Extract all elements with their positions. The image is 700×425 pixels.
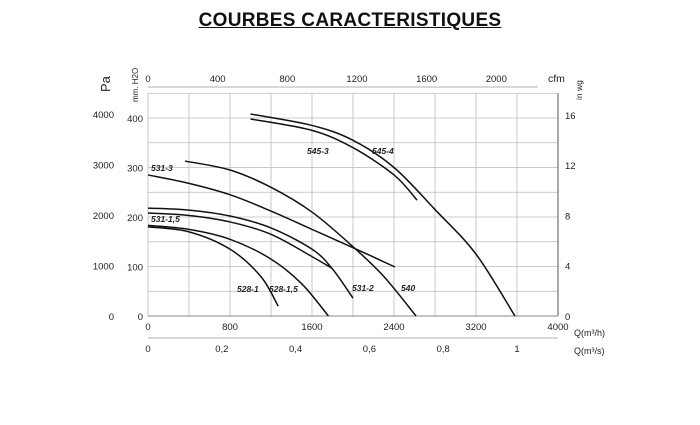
right-tick-label: 16 — [565, 111, 576, 122]
pa-tick-label: 3000 — [93, 161, 114, 172]
x2-tick-label: 0 — [145, 344, 150, 355]
x2-tick-label: 0,8 — [437, 344, 450, 355]
curve-531-2 — [147, 207, 354, 299]
x2-tick-label: 0,2 — [215, 344, 228, 355]
y-tick-label: 200 — [127, 213, 143, 224]
curve-540 — [184, 160, 417, 317]
pa-tick-label: 2000 — [93, 211, 114, 222]
right-tick-label: 8 — [565, 211, 570, 222]
curve-label: 545-4 — [372, 146, 394, 156]
top-tick-label: 800 — [279, 74, 295, 85]
right-tick-label: 12 — [565, 161, 576, 172]
pa-axis-label: Pa — [98, 75, 113, 92]
x-tick-label: 0 — [145, 322, 150, 333]
pa-tick-label: 4000 — [93, 110, 114, 121]
curve-label: 531-2 — [352, 283, 374, 293]
x-tick-label: 1600 — [301, 322, 322, 333]
x2-tick-label: 0,6 — [363, 344, 376, 355]
top-tick-label: 0 — [145, 74, 150, 85]
y-tick-label: 0 — [138, 312, 143, 323]
curve-label: 528-1 — [237, 284, 259, 294]
curve-531-3 — [147, 174, 396, 268]
pa-tick-label: 0 — [109, 312, 114, 323]
top-tick-label: 400 — [210, 74, 226, 85]
top-axis-label: cfm — [548, 73, 565, 85]
curve-label: 545-3 — [307, 146, 329, 156]
top-tick-label: 1600 — [416, 74, 437, 85]
right-tick-label: 4 — [565, 262, 570, 273]
curve-528-1 — [147, 226, 279, 307]
x2-axis-label: Q(m³/s) — [574, 346, 605, 356]
x2-tick-label: 0,4 — [289, 344, 302, 355]
x-tick-label: 4000 — [547, 322, 568, 333]
curve-531-1-5 — [147, 212, 332, 269]
x-tick-label: 3200 — [465, 322, 486, 333]
curve-528-1-5 — [147, 224, 329, 317]
curve-label: 531-3 — [151, 163, 173, 173]
curve-label: 540 — [401, 283, 415, 293]
curve-545-4 — [250, 113, 516, 317]
curve-label: 531-1,5 — [151, 214, 180, 224]
curve-label: 528-1,5 — [269, 284, 298, 294]
pa-tick-label: 1000 — [93, 262, 114, 273]
top-tick-label: 1200 — [346, 74, 367, 85]
y-tick-label: 100 — [127, 263, 143, 274]
right-tick-label: 0 — [565, 312, 570, 323]
x-tick-label: 800 — [222, 322, 238, 333]
right-axis-label: in wg — [574, 80, 584, 100]
curve-545-3 — [250, 118, 418, 201]
y-tick-label: 400 — [127, 114, 143, 125]
x-tick-label: 2400 — [383, 322, 404, 333]
top-tick-label: 2000 — [486, 74, 507, 85]
x2-tick-label: 1 — [514, 344, 519, 355]
y-tick-label: 300 — [127, 164, 143, 175]
x-axis-label: Q(m³/h) — [574, 328, 605, 338]
y-axis-label: mm. H2O — [131, 68, 140, 102]
chart-title: COURBES CARACTERISTIQUES — [198, 10, 502, 31]
